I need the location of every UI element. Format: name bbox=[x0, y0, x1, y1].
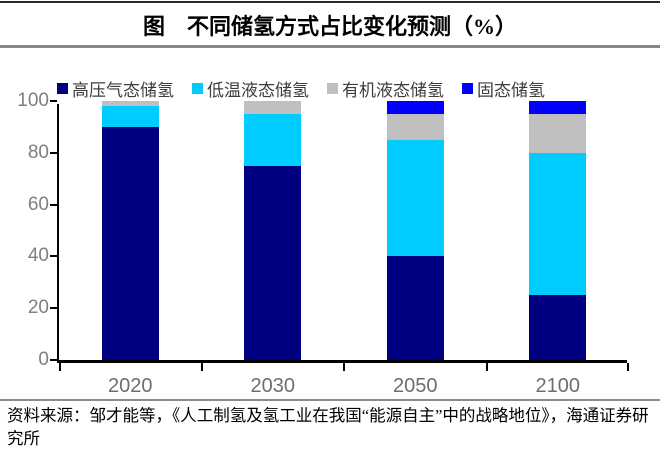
y-axis-tick-label: 100 bbox=[17, 90, 49, 111]
y-axis-tick-label: 60 bbox=[27, 193, 49, 215]
x-axis-tick bbox=[343, 363, 345, 371]
bar-segment bbox=[386, 113, 444, 140]
bar-segment bbox=[386, 139, 444, 257]
legend-label: 高压气态储氢 bbox=[72, 81, 174, 100]
y-axis-tick-label: 20 bbox=[27, 297, 49, 319]
footer-divider-rule bbox=[0, 399, 660, 401]
bar-segment bbox=[529, 113, 587, 153]
x-axis-tick bbox=[627, 363, 629, 371]
x-axis-tick bbox=[200, 363, 203, 371]
legend: 高压气态储氢 低温液态储氢 有机液态储氢 固态储氢 bbox=[57, 76, 545, 101]
x-axis-category-label: 2050 bbox=[393, 375, 438, 397]
bar-segment bbox=[529, 295, 587, 360]
y-axis-tick bbox=[50, 255, 57, 258]
legend-swatch bbox=[327, 83, 338, 94]
legend-item: 固态储氢 bbox=[462, 76, 545, 101]
bar-segment bbox=[529, 152, 587, 296]
x-axis-category-label: 2030 bbox=[250, 375, 296, 397]
legend-swatch bbox=[57, 83, 68, 94]
legend-item: 有机液态储氢 bbox=[327, 76, 444, 101]
y-axis-tick bbox=[50, 151, 57, 154]
x-axis-category-label: 2100 bbox=[535, 375, 581, 397]
bar-segment bbox=[101, 106, 159, 127]
legend-label: 固态储氢 bbox=[477, 81, 545, 100]
top-rule bbox=[0, 1, 660, 3]
chart-title: 图 不同储氢方式占比变化预测（%） bbox=[142, 14, 517, 39]
y-axis-tick-label: 80 bbox=[27, 141, 49, 163]
x-axis-tick bbox=[59, 363, 61, 371]
title-divider-rule bbox=[0, 45, 660, 48]
y-axis-tick-label: 0 bbox=[38, 349, 49, 370]
bar-segment bbox=[386, 101, 444, 114]
bar-segment bbox=[101, 126, 159, 360]
legend-item: 低温液态储氢 bbox=[192, 76, 309, 101]
legend-swatch bbox=[462, 83, 473, 94]
bar-segment bbox=[244, 113, 302, 166]
legend-item: 高压气态储氢 bbox=[57, 76, 174, 101]
y-axis-tick bbox=[50, 100, 57, 102]
legend-label: 低温液态储氢 bbox=[207, 81, 309, 100]
y-axis-tick-label: 40 bbox=[27, 245, 49, 267]
bar-segment bbox=[529, 101, 587, 114]
source-note: 资料来源：邹才能等，《人工制氢及氢工业在我国“能源自主”中的战略地位》，海通证券… bbox=[7, 406, 649, 448]
legend-label: 有机液态储氢 bbox=[342, 81, 444, 100]
legend-swatch bbox=[192, 83, 203, 94]
bar-segment bbox=[244, 101, 302, 114]
y-axis-tick bbox=[50, 203, 57, 206]
bar-segment bbox=[244, 165, 302, 360]
x-axis-category-label: 2020 bbox=[108, 375, 153, 397]
y-axis-tick bbox=[50, 307, 57, 310]
y-axis-tick bbox=[50, 359, 57, 361]
bar-segment bbox=[386, 256, 444, 360]
x-axis-tick bbox=[485, 363, 488, 371]
plot-area: 0 20 40 60 80 100 2020 2030 2050 2100 bbox=[17, 90, 629, 397]
bar-segment bbox=[101, 101, 159, 107]
